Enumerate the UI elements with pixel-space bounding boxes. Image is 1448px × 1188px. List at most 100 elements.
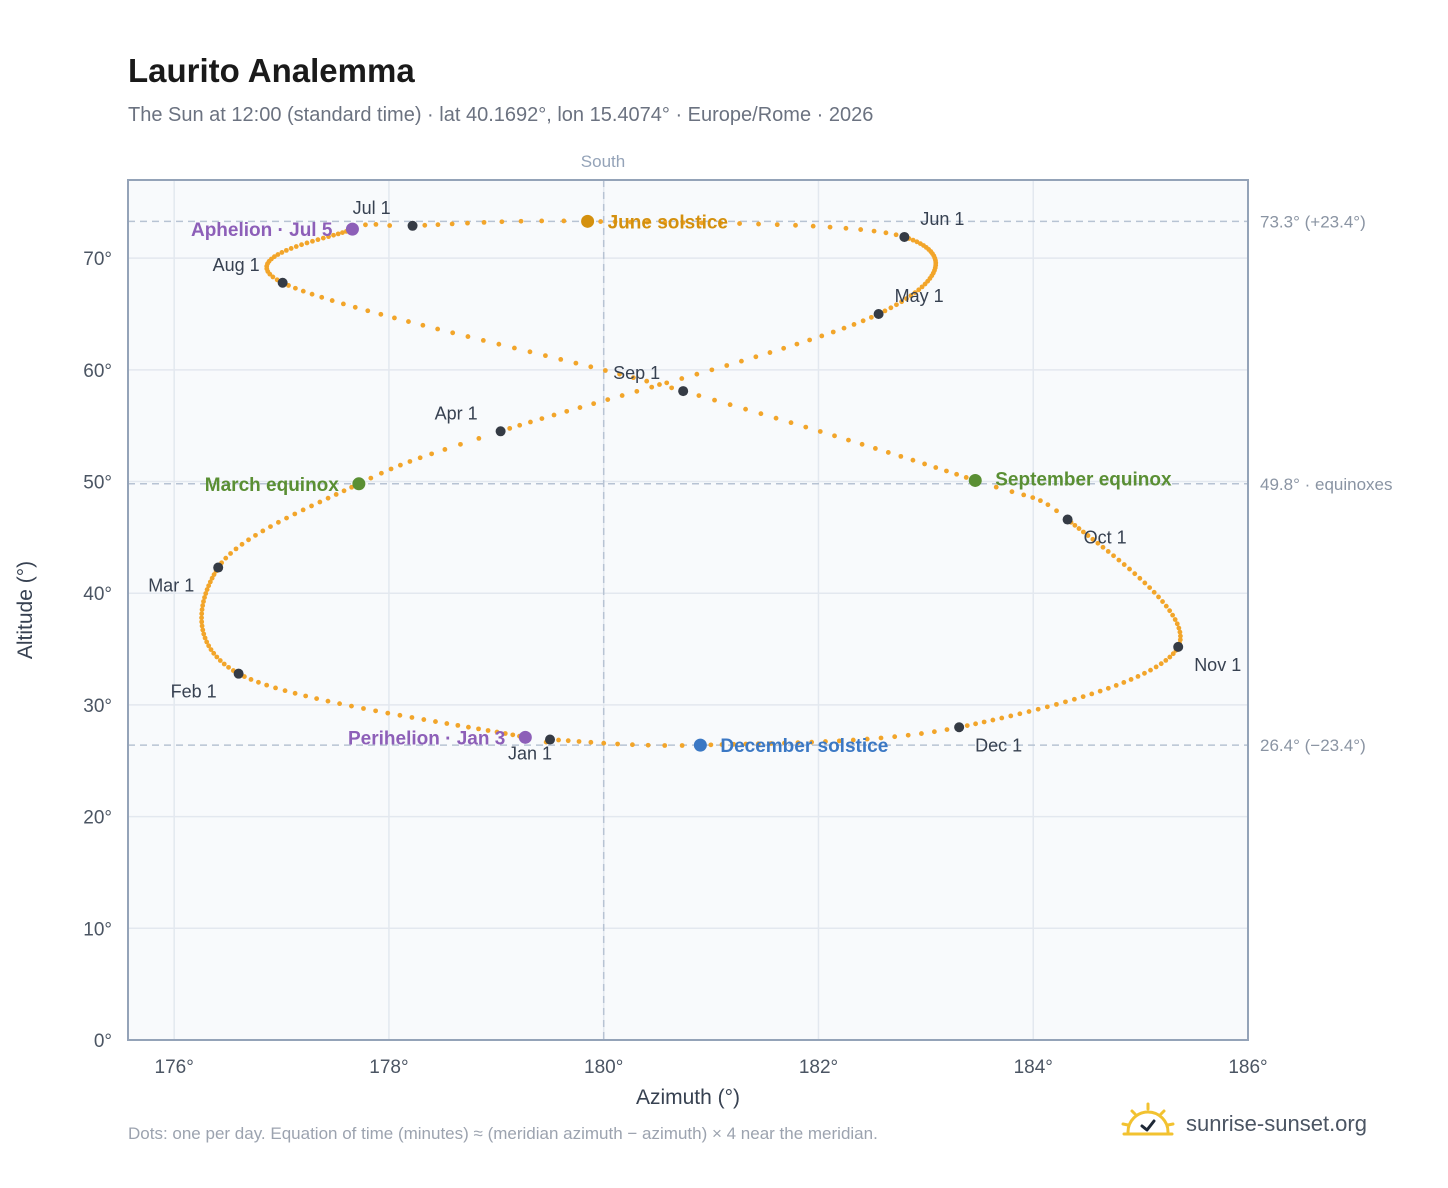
- daily-sun-dot: [539, 416, 545, 421]
- daily-sun-dot: [679, 376, 685, 381]
- daily-sun-dot: [476, 726, 481, 732]
- daily-sun-dot: [292, 690, 298, 696]
- daily-sun-dot: [208, 647, 214, 652]
- daily-sun-dot: [481, 219, 487, 225]
- daily-sun-dot: [199, 607, 205, 613]
- daily-sun-dot: [588, 364, 594, 370]
- brand[interactable]: sunrise-sunset.org: [1120, 1102, 1367, 1146]
- daily-sun-dot: [373, 708, 379, 714]
- daily-sun-dot: [1121, 562, 1127, 567]
- daily-sun-dot: [397, 462, 403, 468]
- month-dot: [678, 386, 689, 397]
- month-dot: [873, 309, 884, 320]
- daily-sun-dot: [1030, 495, 1036, 501]
- daily-sun-dot: [885, 450, 891, 455]
- daily-sun-dot: [275, 252, 281, 257]
- y-tick-label: 50°: [83, 473, 112, 494]
- reference-lines: 73.3° (+23.4°) 49.8° · equinoxes 26.4° (−2…: [128, 180, 1393, 1040]
- y-tick-label: 40°: [83, 584, 112, 605]
- daily-sun-dot: [753, 354, 759, 360]
- daily-sun-dot: [774, 222, 780, 228]
- daily-sun-dot: [1132, 571, 1138, 577]
- month-dot: [407, 220, 418, 231]
- daily-sun-dot: [755, 741, 761, 747]
- daily-sun-dot: [878, 735, 884, 741]
- daily-sun-dot: [378, 311, 384, 317]
- daily-sun-dot: [449, 221, 455, 227]
- month-dot: [1062, 514, 1073, 525]
- daily-sun-dot: [373, 221, 379, 227]
- daily-sun-dot: [719, 742, 725, 747]
- daily-sun-dot: [1008, 713, 1014, 719]
- y-tick-label: 60°: [83, 361, 112, 382]
- daily-sun-dot: [543, 353, 548, 359]
- daily-sun-dot: [649, 384, 655, 390]
- daily-sun-dot: [256, 679, 261, 685]
- event-dot: [968, 473, 982, 487]
- daily-sun-dot: [496, 341, 502, 347]
- daily-sun-dot: [904, 296, 909, 302]
- daily-sun-dot: [630, 742, 635, 748]
- daily-sun-dot: [767, 350, 773, 355]
- daily-sun-dot: [288, 246, 294, 251]
- daily-sun-dot: [406, 319, 411, 324]
- daily-sun-dot: [204, 639, 210, 645]
- reference-line-label: 49.8° · equinoxes: [1260, 475, 1393, 494]
- event-dot: [581, 214, 595, 228]
- daily-sun-dot: [561, 218, 567, 224]
- daily-sun-dot: [617, 371, 622, 377]
- daily-sun-dot: [768, 741, 774, 746]
- daily-sun-dot: [388, 466, 394, 472]
- daily-sun-dot: [510, 732, 516, 738]
- daily-sun-dot: [1153, 664, 1159, 670]
- daily-sun-dot: [1090, 536, 1096, 542]
- daily-sun-dot: [361, 706, 366, 711]
- daily-sun-dot: [860, 318, 866, 324]
- daily-sun-dot: [872, 446, 878, 451]
- daily-sun-dot: [329, 298, 335, 303]
- daily-sun-dot: [206, 583, 212, 589]
- daily-sun-dot: [458, 441, 463, 447]
- daily-sun-dot: [981, 719, 987, 725]
- daily-sun-dot: [201, 599, 206, 604]
- daily-sun-dot: [669, 385, 675, 391]
- daily-sun-dot: [363, 222, 368, 228]
- daily-sun-dot: [1163, 658, 1169, 663]
- daily-sun-dot: [810, 223, 816, 229]
- daily-sun-dot: [317, 499, 323, 505]
- daily-sun-dot: [1076, 526, 1082, 531]
- daily-sun-dot: [605, 397, 611, 403]
- daily-sun-dot: [420, 322, 426, 328]
- daily-sun-dot: [518, 218, 524, 224]
- daily-sun-dot: [340, 230, 345, 235]
- month-label: Aug 1: [213, 255, 260, 275]
- daily-sun-dot: [551, 412, 557, 418]
- daily-sun-dot: [817, 429, 823, 434]
- daily-sun-dot: [352, 304, 358, 310]
- daily-sun-dot: [846, 437, 851, 443]
- daily-sun-dot: [211, 572, 217, 577]
- daily-sun-dot: [1151, 589, 1157, 595]
- daily-sun-dot: [645, 742, 651, 748]
- daily-sun-dot: [204, 587, 210, 592]
- daily-sun-dot: [591, 401, 597, 407]
- daily-sun-dot: [1163, 603, 1169, 609]
- daily-sun-dot: [644, 378, 650, 384]
- daily-sun-dot: [914, 239, 920, 245]
- daily-sun-dot: [320, 235, 326, 241]
- daily-sun-dot: [679, 743, 685, 748]
- month-label: Jan 1: [508, 744, 552, 764]
- month-dot: [213, 562, 224, 573]
- daily-sun-dot: [899, 299, 905, 305]
- daily-sun-dot: [480, 337, 486, 343]
- daily-sun-dot: [1111, 553, 1116, 559]
- daily-sun-dot: [912, 290, 918, 296]
- month-dot: [277, 277, 288, 288]
- daily-sun-dot: [999, 715, 1005, 721]
- daily-sun-dot: [319, 294, 325, 300]
- daily-sun-dot: [963, 475, 969, 480]
- daily-sun-dot: [517, 422, 523, 428]
- daily-sun-dot: [392, 315, 397, 321]
- x-tick-label: 186°: [1228, 1057, 1267, 1078]
